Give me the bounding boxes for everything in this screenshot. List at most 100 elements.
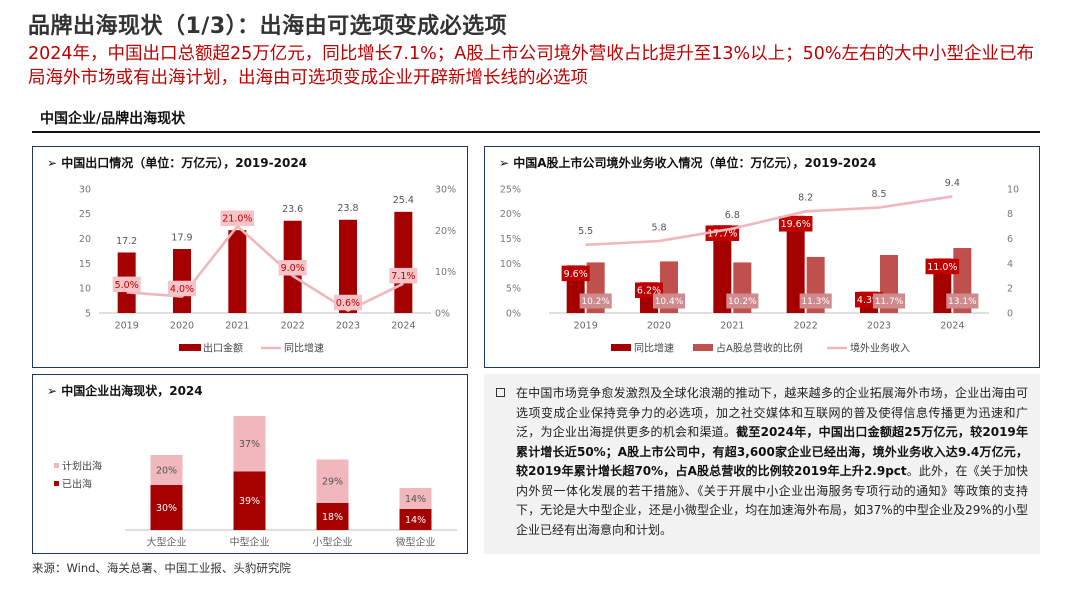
x-tick-label: 2021: [720, 320, 744, 331]
share-data-label-box: [579, 293, 612, 309]
x-tick-label: 2020: [170, 320, 194, 331]
growth-data-label: 11.0%: [927, 262, 957, 273]
x-tick-label: 大型企业: [147, 536, 187, 549]
stack-bar-done: [233, 471, 266, 530]
y2-tick-label: 0: [1007, 308, 1013, 319]
y2-tick-label: 10: [1007, 184, 1019, 195]
bar: [339, 219, 357, 313]
y-tick-label: 10: [79, 284, 91, 295]
y2-tick-label: 20%: [435, 226, 456, 237]
x-tick-label: 2020: [647, 320, 671, 331]
growth-data-label: 5.0%: [115, 280, 139, 291]
growth-data-label: 9.6%: [564, 269, 588, 280]
growth-data-label: 4.3%: [857, 295, 881, 306]
y-tick-label: 10%: [500, 259, 521, 270]
export-chart-title-text: 中国出口情况（单位：万亿元），2019-2024: [61, 156, 308, 170]
stack-bar-plan: [316, 459, 349, 503]
growth-data-label: 7.1%: [391, 271, 415, 282]
legend-label-plan: 计划出海: [62, 460, 102, 473]
legend-swatch-plan: [54, 463, 59, 468]
y2-tick-label: 0%: [435, 308, 450, 319]
share-data-label-box: [799, 293, 832, 309]
x-tick-label: 中型企业: [230, 536, 270, 549]
overseas-revenue-title-text: 中国A股上市公司境外业务收入情况（单位：万亿元），2019-2024: [513, 156, 877, 170]
y2-tick-label: 6: [1007, 234, 1013, 245]
summary-textbox: 在中国市场竞争愈发激烈及全球化浪潮的推动下，越来越多的企业拓展海外市场，企业出海…: [484, 374, 1040, 554]
y2-tick-label: 4: [1007, 259, 1013, 270]
growth-data-label-box: [220, 210, 255, 226]
x-tick-label: 2021: [225, 320, 249, 331]
source-note: 来源：Wind、海关总署、中国工业报、头豹研究院: [32, 561, 291, 575]
summary-text-3: 。此外，在《关于加快内外贸一体化发展的若干措施》、《关于开展中小企业出海服务专项…: [516, 464, 1028, 537]
bar-value-label: 25.4: [393, 195, 414, 206]
growth-data-label-box: [561, 265, 590, 282]
summary-text-1: 在中国市场竞争愈发激烈及全球化浪潮的推动下，越来越多的企业拓展海外市场，企业出海…: [516, 386, 1028, 439]
share-data-label: 11.3%: [801, 297, 830, 307]
legend-swatch-done: [54, 481, 59, 486]
growth-data-label: 19.6%: [781, 219, 811, 230]
growth-bar: [713, 225, 732, 313]
y-tick-label: 15: [79, 259, 91, 270]
growth-data-label: 0.6%: [336, 298, 360, 309]
growth-data-label-box: [389, 267, 418, 284]
x-tick-label: 小型企业: [313, 536, 353, 549]
growth-data-label: 17.7%: [707, 229, 737, 240]
y-tick-label: 5: [85, 308, 91, 319]
x-tick-label: 2022: [281, 320, 305, 331]
stack-bar-plan: [233, 416, 266, 472]
y2-tick-label: 30%: [435, 184, 456, 195]
stack-bar-done: [399, 509, 432, 530]
growth-data-label-box: [778, 216, 813, 232]
revenue-data-label: 8.5: [871, 189, 886, 200]
stack-bar-plan: [150, 455, 183, 485]
x-tick-label: 2019: [115, 320, 139, 331]
done-data-label: 39%: [239, 496, 260, 507]
export-chart-title: ➢ 中国出口情况（单位：万亿元），2019-2024: [47, 156, 308, 170]
y2-tick-label: 2: [1007, 284, 1013, 295]
x-tick-label: 2019: [574, 320, 598, 331]
summary-text-bold: 截至2024年，中国出口金额超25万亿元，较2019年累计增长近50%；A股上市…: [516, 425, 1028, 478]
y-tick-label: 25%: [500, 184, 521, 195]
export-chart: 5 10 15 20 25 30 0% 10% 20% 30% 17.2 2019 17.9 2020 21…: [79, 184, 456, 355]
y-tick-label: 15%: [500, 234, 521, 245]
page-title: 品牌出海现状（1/3）：出海由可选项变成必选项: [28, 14, 508, 39]
page-subtitle: 2024年，中国出口总额超25万亿元，同比增长7.1%；A股上市公司境外营收占比…: [28, 44, 1035, 88]
legend-label-done: 已出海: [62, 478, 92, 491]
x-tick-label: 2023: [336, 320, 360, 331]
growth-data-label: 6.2%: [637, 286, 661, 297]
enterprise-chart-panel: ➢ 中国企业出海现状，2024 30% 20% 大型企业 39% 37% 中型企业 18% 2…: [32, 374, 468, 554]
export-chart-panel: ➢ 中国出口情况（单位：万亿元），2019-2024 5 10 15 20 25 30 0%…: [32, 146, 468, 368]
share-data-label-box: [726, 293, 759, 309]
done-data-label: 18%: [322, 512, 343, 523]
share-data-label: 10.2%: [581, 297, 610, 307]
bar: [228, 230, 247, 313]
y-tick-label: 20%: [500, 209, 521, 220]
plan-data-label: 14%: [405, 494, 426, 505]
share-data-label: 13.1%: [948, 297, 977, 307]
bar-value-label: 23.6: [282, 204, 303, 215]
overseas-revenue-panel: ➢ 中国A股上市公司境外业务收入情况（单位：万亿元），2019-2024 0% 5…: [484, 146, 1040, 368]
y-tick-label: 20: [79, 234, 91, 245]
growth-data-label-box: [167, 280, 197, 297]
legend-label-share: 占A股总营收的比例: [716, 342, 803, 355]
bar: [394, 211, 413, 313]
legend-label-line: 同比增速: [284, 342, 324, 355]
growth-data-label: 21.0%: [222, 214, 252, 225]
enterprise-chart: 30% 20% 大型企业 39% 37% 中型企业 18% 29% 小型企业 14% 14% 微型企业…: [54, 416, 457, 549]
y2-tick-label: 8: [1007, 209, 1013, 220]
legend-swatch-share: [693, 344, 713, 351]
revenue-data-label: 9.4: [945, 178, 960, 189]
y-tick-label: 5%: [506, 284, 521, 295]
y-tick-label: 30: [79, 184, 91, 195]
legend-label-revenue: 境外业务收入: [850, 342, 910, 355]
share-data-label-box: [946, 293, 979, 309]
y2-tick-label: 10%: [435, 267, 456, 278]
share-data-label: 10.2%: [728, 297, 757, 307]
done-data-label: 30%: [156, 503, 177, 514]
growth-data-label-box: [925, 258, 960, 275]
stack-bar-plan: [399, 488, 432, 509]
plan-data-label: 37%: [239, 439, 260, 450]
revenue-data-label: 8.2: [798, 193, 813, 204]
growth-data-label-box: [278, 260, 307, 276]
stack-bar-done: [150, 485, 183, 530]
